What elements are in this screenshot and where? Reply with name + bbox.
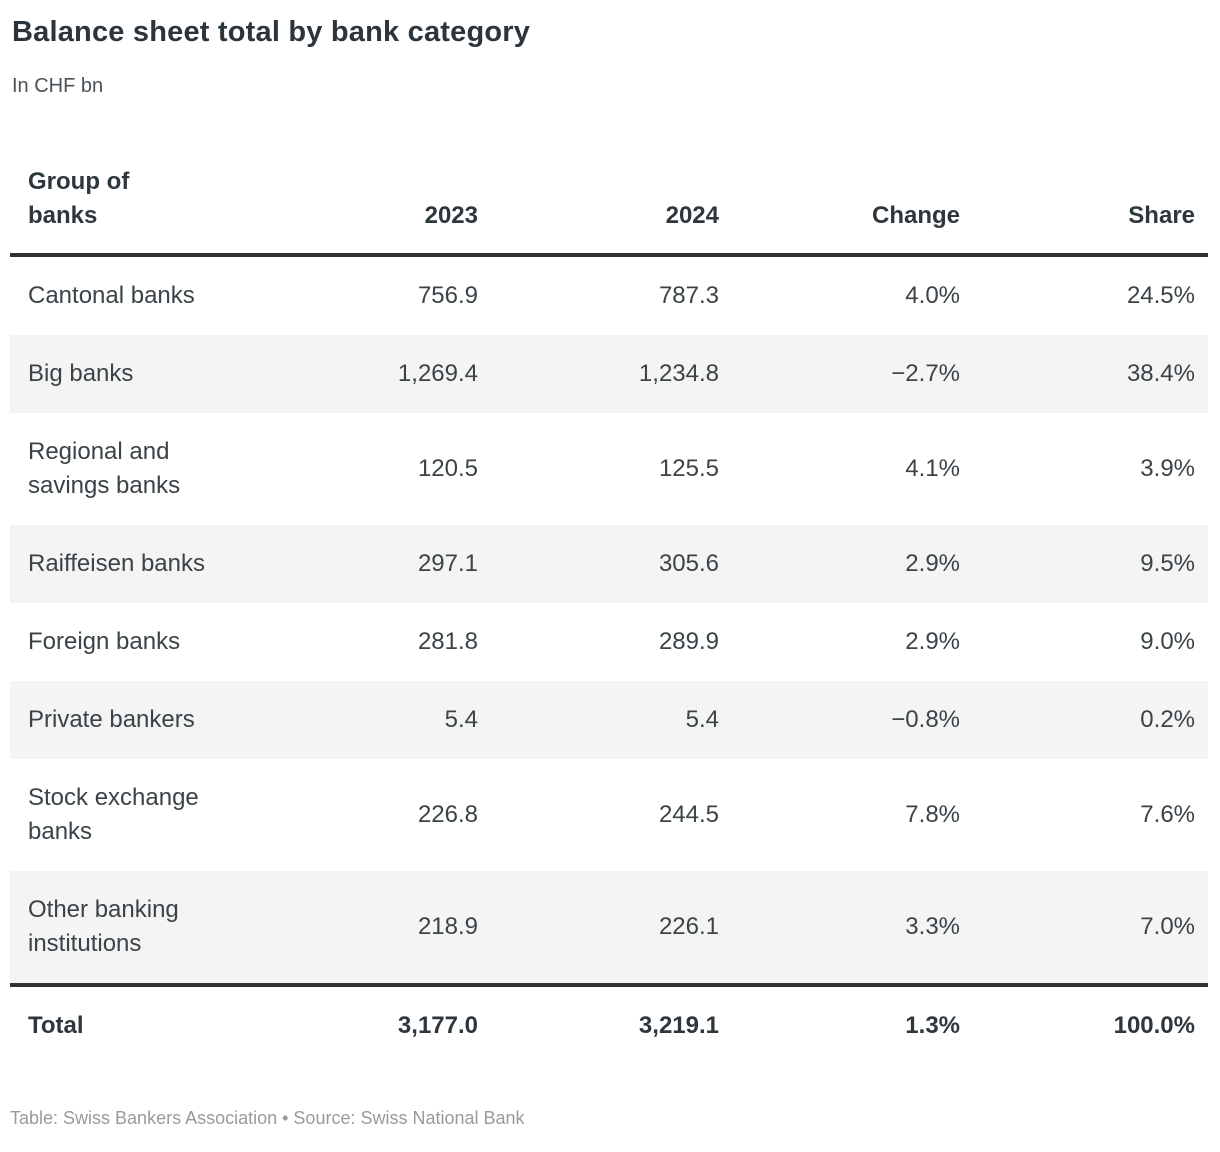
cell-label: Stock exchange banks	[28, 784, 199, 845]
table-row-cantonal-banks: Cantonal banks 756.9 787.3 4.0% 24.5%	[10, 255, 1208, 335]
cell-change: 2.9%	[905, 628, 960, 655]
cell-2024: 244.5	[658, 801, 719, 828]
cell-2023: 226.8	[417, 801, 478, 828]
page-title: Balance sheet total by bank category	[12, 16, 531, 48]
column-header-group-of-banks: Group of banks	[10, 165, 225, 257]
table-header: Group of banks 2023 2024 Change Share	[10, 165, 1208, 257]
column-header-2023: 2023	[225, 165, 478, 257]
total-change: 1.3%	[719, 983, 960, 1065]
table-row-private-bankers: Private bankers 5.4 5.4 −0.8% 0.2%	[10, 681, 1208, 759]
cell-2023: 120.5	[417, 455, 478, 482]
cell-2023: 5.4	[444, 706, 478, 733]
cell-2023: 297.1	[417, 550, 478, 577]
column-header-2024: 2024	[478, 165, 719, 257]
cell-change: −0.8%	[891, 706, 960, 733]
table-body: Cantonal banks 756.9 787.3 4.0% 24.5% Bi…	[10, 255, 1208, 1065]
cell-2023: 756.9	[417, 282, 478, 309]
cell-label: Regional and savings banks	[28, 438, 181, 499]
header-row: Group of banks 2023 2024 Change Share	[10, 165, 1208, 257]
total-2024: 3,219.1	[478, 983, 719, 1065]
total-label: Total	[10, 983, 225, 1065]
cell-2024: 787.3	[658, 282, 719, 309]
cell-change: −2.7%	[891, 360, 960, 387]
cell-share: 3.9%	[1140, 455, 1195, 482]
cell-label: Raiffeisen banks	[28, 550, 205, 577]
column-header-share: Share	[960, 165, 1208, 257]
cell-share: 24.5%	[1126, 282, 1195, 309]
table-row-big-banks: Big banks 1,269.4 1,234.8 −2.7% 38.4%	[10, 335, 1208, 413]
cell-change: 4.1%	[905, 455, 960, 482]
cell-change: 4.0%	[905, 282, 960, 309]
cell-share: 7.6%	[1140, 801, 1195, 828]
table-row-stock-exchange-banks: Stock exchange banks 226.8 244.5 7.8% 7.…	[10, 759, 1208, 871]
cell-label: Cantonal banks	[28, 282, 195, 309]
cell-share: 7.0%	[1140, 913, 1195, 940]
cell-change: 3.3%	[905, 913, 960, 940]
table-row-raiffeisen-banks: Raiffeisen banks 297.1 305.6 2.9% 9.5%	[10, 525, 1208, 603]
cell-2023: 281.8	[417, 628, 478, 655]
cell-share: 0.2%	[1140, 706, 1195, 733]
table-row-regional-savings-banks: Regional and savings banks 120.5 125.5 4…	[10, 413, 1208, 525]
cell-share: 9.0%	[1140, 628, 1195, 655]
cell-share: 38.4%	[1126, 360, 1195, 387]
column-header-change: Change	[719, 165, 960, 257]
cell-label: Private bankers	[28, 706, 195, 733]
cell-2024: 289.9	[658, 628, 719, 655]
cell-2023: 1,269.4	[397, 360, 478, 387]
balance-sheet-table: Group of banks 2023 2024 Change Share Ca…	[10, 165, 1208, 1065]
table-row-foreign-banks: Foreign banks 281.8 289.9 2.9% 9.0%	[10, 603, 1208, 681]
cell-label: Big banks	[28, 360, 134, 387]
cell-2024: 125.5	[658, 455, 719, 482]
cell-2024: 305.6	[658, 550, 719, 577]
cell-change: 7.8%	[905, 801, 960, 828]
page-subtitle: In CHF bn	[12, 75, 104, 97]
total-2023: 3,177.0	[225, 983, 478, 1065]
cell-2024: 226.1	[658, 913, 719, 940]
cell-change: 2.9%	[905, 550, 960, 577]
cell-share: 9.5%	[1140, 550, 1195, 577]
cell-2024: 5.4	[685, 706, 719, 733]
cell-label: Foreign banks	[28, 628, 181, 655]
total-share: 100.0%	[960, 983, 1208, 1065]
cell-label: Other banking institutions	[28, 896, 179, 957]
cell-2024: 1,234.8	[638, 360, 719, 387]
table-footnote: Table: Swiss Bankers Association • Sourc…	[10, 1108, 525, 1128]
cell-2023: 218.9	[417, 913, 478, 940]
column-header-group-of-banks-label: Group of banks	[28, 168, 130, 229]
table-row-total: Total 3,177.0 3,219.1 1.3% 100.0%	[10, 983, 1208, 1065]
table-row-other-banking-institutions: Other banking institutions 218.9 226.1 3…	[10, 871, 1208, 985]
